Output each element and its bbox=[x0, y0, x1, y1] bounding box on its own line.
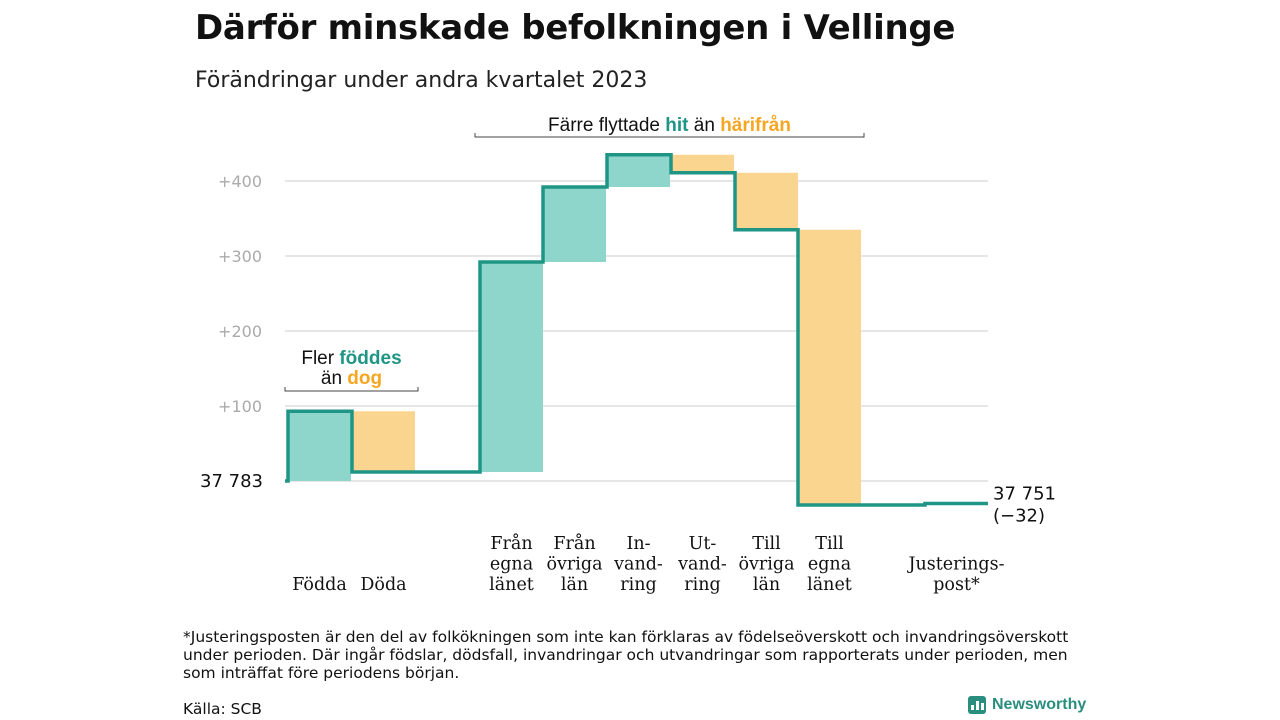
category-label: Till bbox=[752, 534, 781, 554]
category-label: Födda bbox=[292, 575, 347, 595]
waterfall-bar bbox=[735, 172, 798, 230]
waterfall-bar bbox=[543, 187, 606, 262]
y-tick-label: +100 bbox=[218, 397, 262, 416]
annotation-text-part: föddes bbox=[339, 348, 401, 369]
category-label: egna bbox=[808, 555, 851, 575]
category-label: vand- bbox=[613, 555, 663, 575]
brand-name: Newsworthy bbox=[992, 696, 1087, 713]
bar-chart-icon bbox=[968, 696, 986, 714]
annotation-text-part: hit bbox=[665, 115, 689, 136]
brand-logo: Newsworthy bbox=[968, 696, 1086, 714]
chart-subtitle: Förändringar under andra kvartalet 2023 bbox=[195, 68, 648, 93]
category-label: länet bbox=[807, 575, 852, 595]
start-value-label: 37 783 bbox=[200, 471, 263, 492]
chart-title: Därför minskade befolkningen i Vellinge bbox=[195, 8, 956, 48]
y-tick-label: +400 bbox=[218, 172, 262, 191]
category-label: län bbox=[753, 575, 780, 595]
cumulative-line bbox=[285, 153, 988, 507]
end-change-label: (−32) bbox=[993, 506, 1045, 527]
category-label: egna bbox=[490, 555, 533, 575]
y-tick-label: +200 bbox=[218, 322, 262, 341]
annotation-migration: Färre flyttade hit än härifrån bbox=[548, 115, 791, 136]
category-label: ring bbox=[620, 575, 656, 595]
category-label: Ut- bbox=[689, 534, 717, 554]
category-label: vand- bbox=[677, 555, 727, 575]
category-label: ring bbox=[684, 575, 720, 595]
category-label: Från bbox=[490, 534, 532, 554]
annotation-text-part: Fler bbox=[301, 348, 339, 369]
waterfall-bar bbox=[288, 411, 351, 481]
category-label: Justerings- bbox=[907, 555, 1005, 575]
annotation-text-part: härifrån bbox=[720, 115, 791, 136]
annotation-births-bracket bbox=[284, 387, 419, 392]
annotation-births-line1: Fler föddes bbox=[301, 348, 401, 369]
waterfall-bar bbox=[607, 154, 670, 187]
category-label: länet bbox=[489, 575, 534, 595]
annotation-migration-bracket bbox=[474, 133, 865, 138]
end-value-label: 37 751 bbox=[993, 484, 1056, 505]
category-label: Från bbox=[553, 534, 595, 554]
waterfall-bar bbox=[352, 411, 415, 472]
source-note: Källa: SCB bbox=[183, 700, 262, 718]
annotation-text-part: dog bbox=[347, 368, 382, 389]
annotation-text-part: än bbox=[321, 368, 347, 389]
category-label: övriga bbox=[738, 555, 794, 575]
category-label: Döda bbox=[360, 575, 406, 595]
category-label: län bbox=[561, 575, 588, 595]
annotation-text-part: än bbox=[688, 115, 720, 136]
waterfall-chart: +100 +200 +300 +400 37 783 37 751(−32) Födda Dö… bbox=[200, 115, 1056, 595]
waterfall-bar bbox=[671, 154, 734, 173]
category-label: In- bbox=[626, 534, 650, 554]
category-label: post* bbox=[933, 575, 980, 595]
annotation-text-part: Färre flyttade bbox=[548, 115, 665, 136]
category-label: övriga bbox=[546, 555, 602, 575]
category-label: Till bbox=[815, 534, 844, 554]
waterfall-bar bbox=[480, 262, 543, 472]
waterfall-bar bbox=[798, 229, 861, 505]
annotation-births-line2: än dog bbox=[321, 368, 382, 389]
y-tick-label: +300 bbox=[218, 247, 262, 266]
footnote: *Justeringsposten är den del av folkökni… bbox=[183, 628, 1069, 682]
